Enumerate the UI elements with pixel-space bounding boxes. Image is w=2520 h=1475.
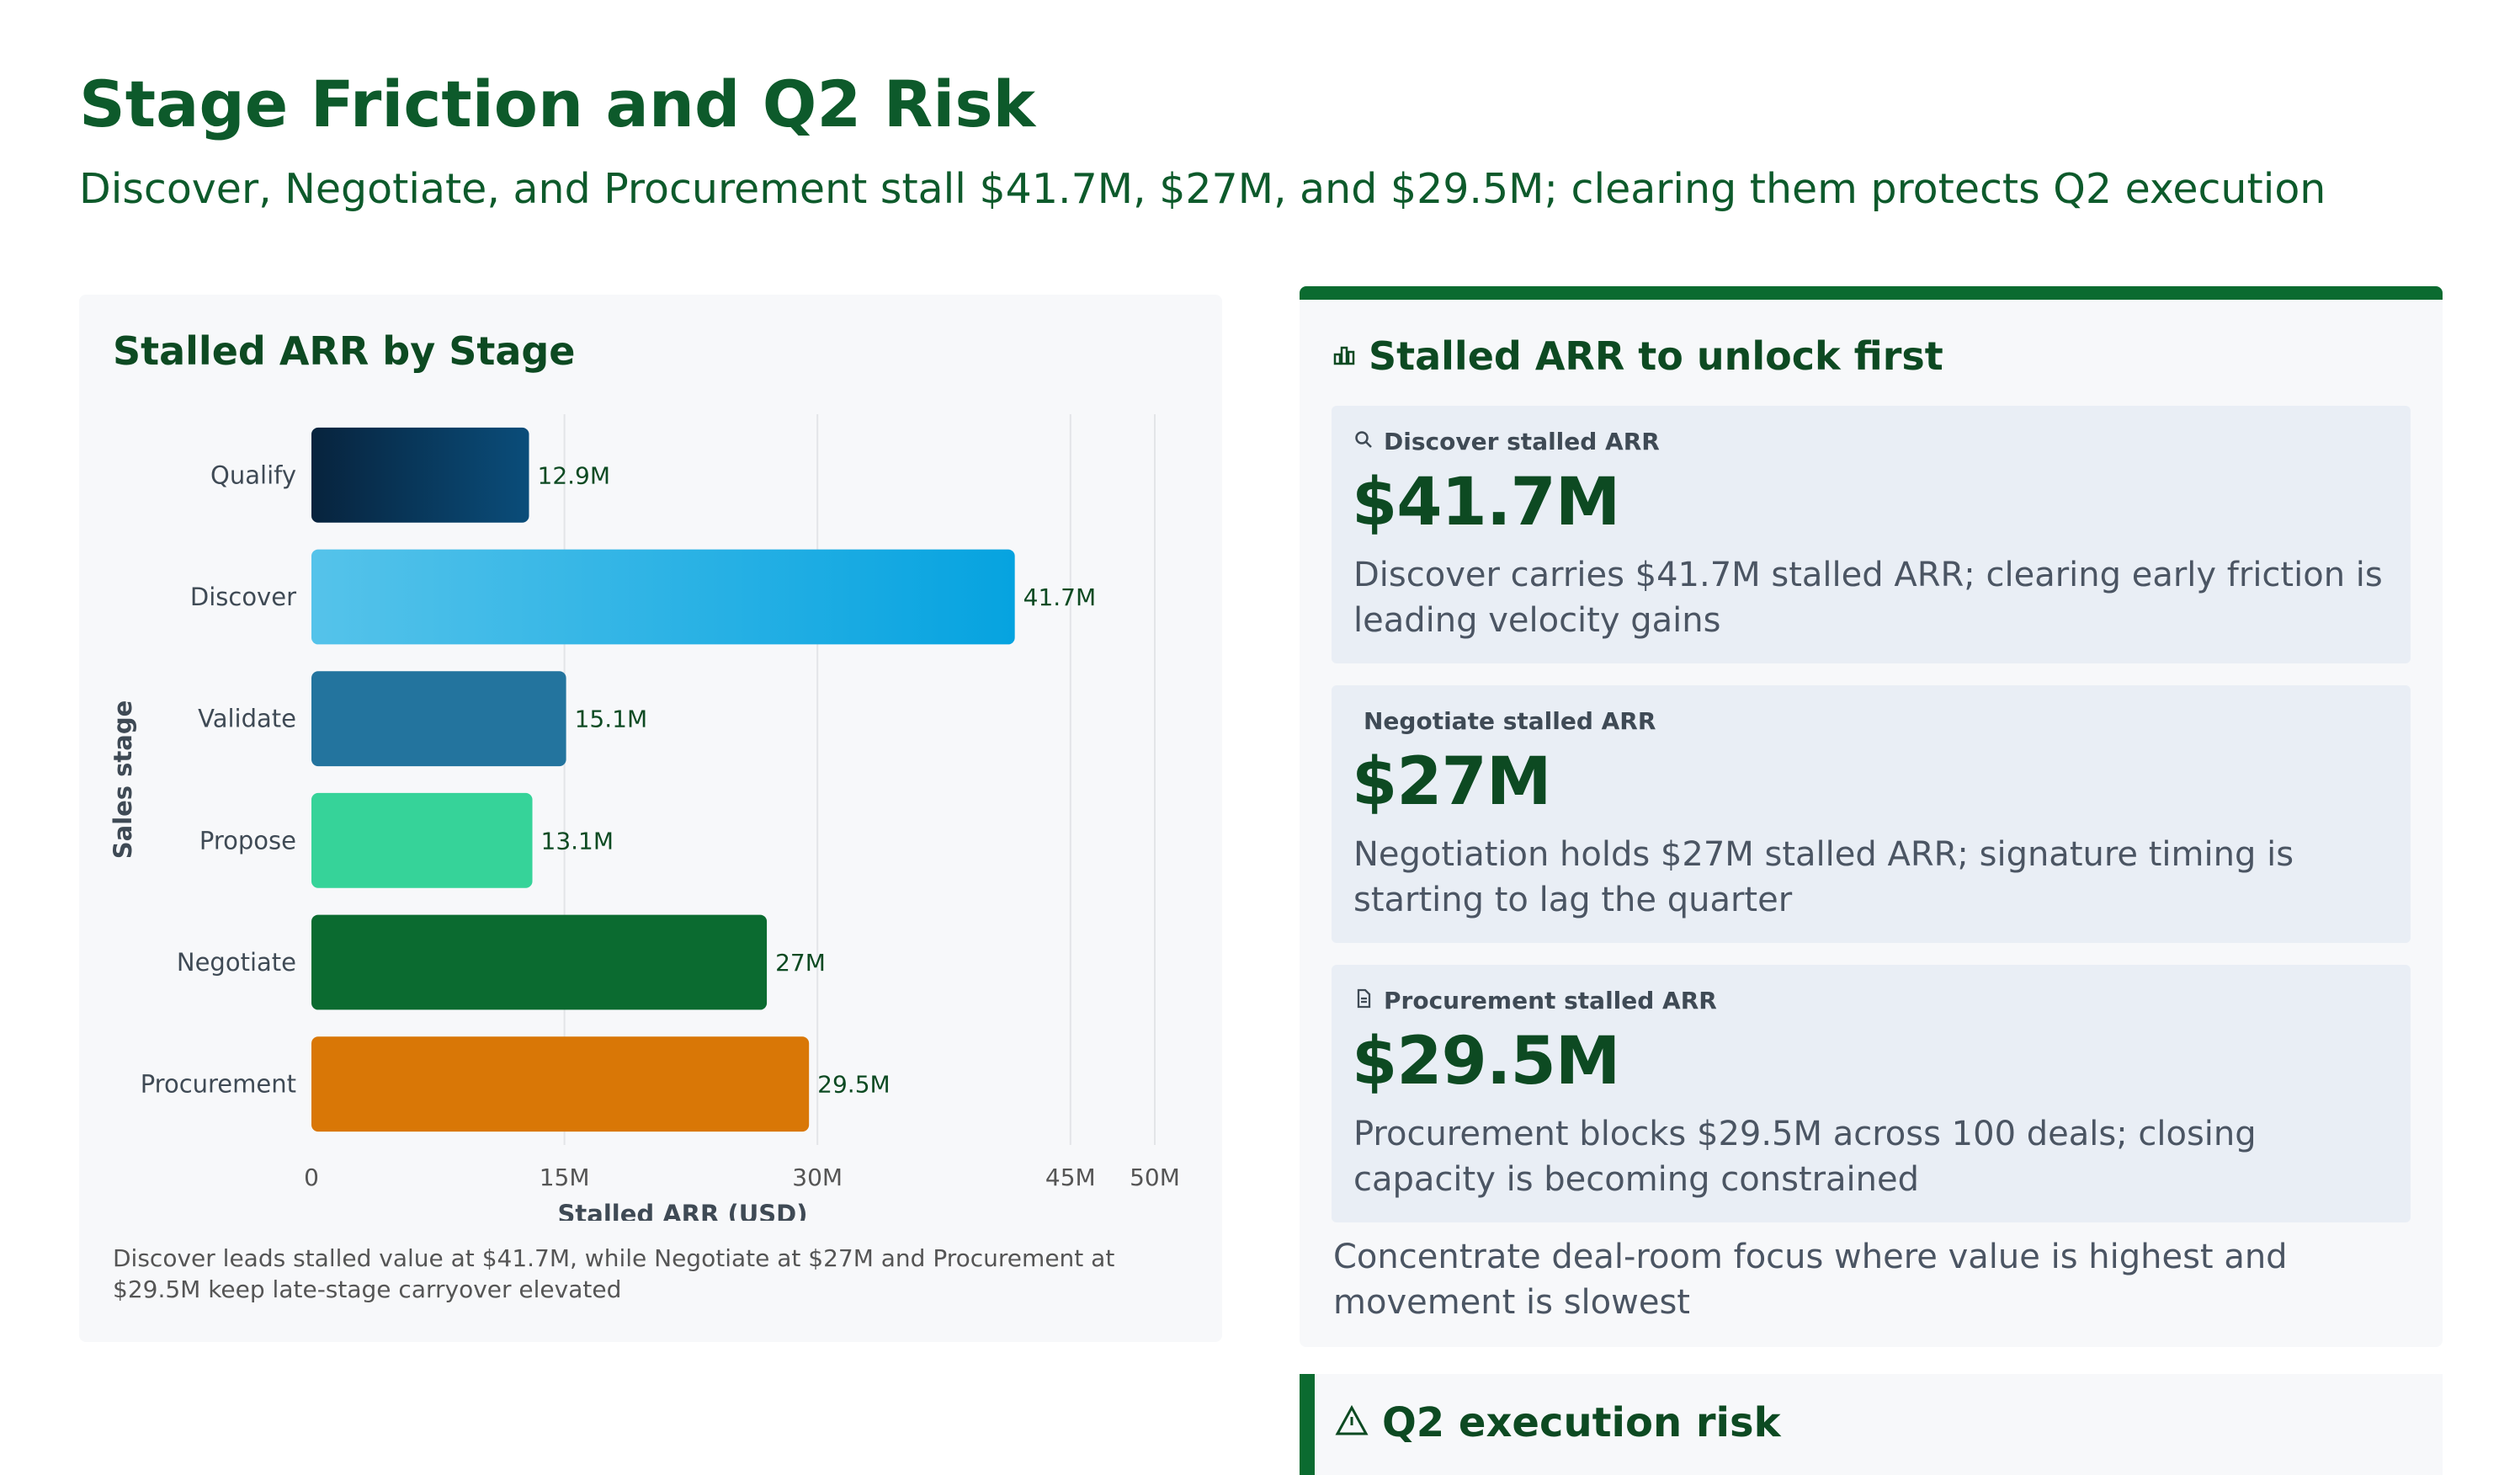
kpi-description: Procurement blocks $29.5M across 100 dea… (1353, 1115, 2257, 1199)
kpi-card-procurement: Procurement stalled ARR $29.5M Procureme… (1332, 965, 2411, 1222)
page-title: Stage Friction and Q2 Risk (79, 67, 1036, 141)
bar-data-label: 41.7M (1023, 583, 1097, 611)
panel-note: Concentrate deal-room focus where value … (1333, 1238, 2288, 1322)
bar-data-label: 13.1M (541, 827, 614, 855)
kpi-label: Procurement stalled ARR (1384, 987, 1717, 1014)
bar-negotiate (311, 914, 768, 1010)
kpi-card-discover: Discover stalled ARR $41.7M Discover car… (1332, 406, 2411, 663)
unlock-panel: Stalled ARR to unlock first Discover sta… (1300, 286, 2443, 1347)
y-axis-title: Sales stage (109, 700, 137, 860)
warning-icon (1335, 1404, 1369, 1441)
bar-data-label: 15.1M (575, 706, 648, 733)
y-category-label: Propose (199, 826, 296, 855)
kpi-card-negotiate: Negotiate stalled ARR $27M Negotiation h… (1332, 685, 2411, 943)
x-axis-title: Stalled ARR (USD) (558, 1200, 808, 1221)
bar-discover (311, 549, 1015, 645)
bar-data-label: 12.9M (538, 461, 611, 489)
bar-propose (311, 792, 533, 888)
chart-footnote: Discover leads stalled value at $41.7M, … (113, 1244, 1115, 1304)
bar-data-label: 27M (775, 949, 826, 977)
panel-title: Stalled ARR to unlock first (1369, 333, 1943, 379)
kpi-value: $41.7M (1352, 465, 1620, 540)
kpi-value: $29.5M (1352, 1024, 1620, 1100)
page-subtitle: Discover, Negotiate, and Procurement sta… (79, 165, 2326, 213)
kpi-label: Discover stalled ARR (1384, 428, 1660, 455)
x-tick-label: 0 (304, 1163, 319, 1191)
x-tick-label: 15M (540, 1163, 590, 1191)
y-category-label: Procurement (141, 1070, 296, 1099)
bar-chart-icon (1333, 343, 1355, 369)
kpi-description: Discover carries $41.7M stalled ARR; cle… (1353, 556, 2383, 640)
chart-card: Stalled ARR by Stage 0 15M 30M 45M 50M Qualif… (79, 295, 1222, 1342)
bar-validate (311, 671, 566, 767)
bar-data-label: 29.5M (817, 1071, 891, 1099)
q2-risk-card: Q2 execution risk (1300, 1374, 2443, 1475)
kpi-value: $27M (1352, 744, 1551, 820)
risk-card-title: Q2 execution risk (1382, 1399, 1781, 1446)
panel-header: Stalled ARR to unlock first (1333, 333, 1943, 379)
x-tick-label: 45M (1045, 1163, 1096, 1191)
chart-title: Stalled ARR by Stage (113, 328, 576, 374)
y-category-label: Negotiate (177, 948, 296, 977)
kpi-description: Negotiation holds $27M stalled ARR; sign… (1353, 835, 2294, 919)
stalled-arr-bar-chart: 0 15M 30M 45M 50M Qualify 12.9M Discover 41.7M Va… (109, 414, 1180, 1221)
y-category-label: Validate (198, 705, 296, 733)
bar-procurement (311, 1036, 810, 1132)
bar-qualify (311, 427, 529, 523)
search-icon (1353, 428, 1374, 455)
kpi-label: Negotiate stalled ARR (1364, 707, 1656, 735)
y-category-label: Qualify (210, 461, 296, 489)
document-icon (1353, 987, 1374, 1014)
y-category-label: Discover (190, 583, 296, 611)
x-tick-label: 50M (1130, 1163, 1180, 1191)
x-tick-label: 30M (792, 1163, 843, 1191)
